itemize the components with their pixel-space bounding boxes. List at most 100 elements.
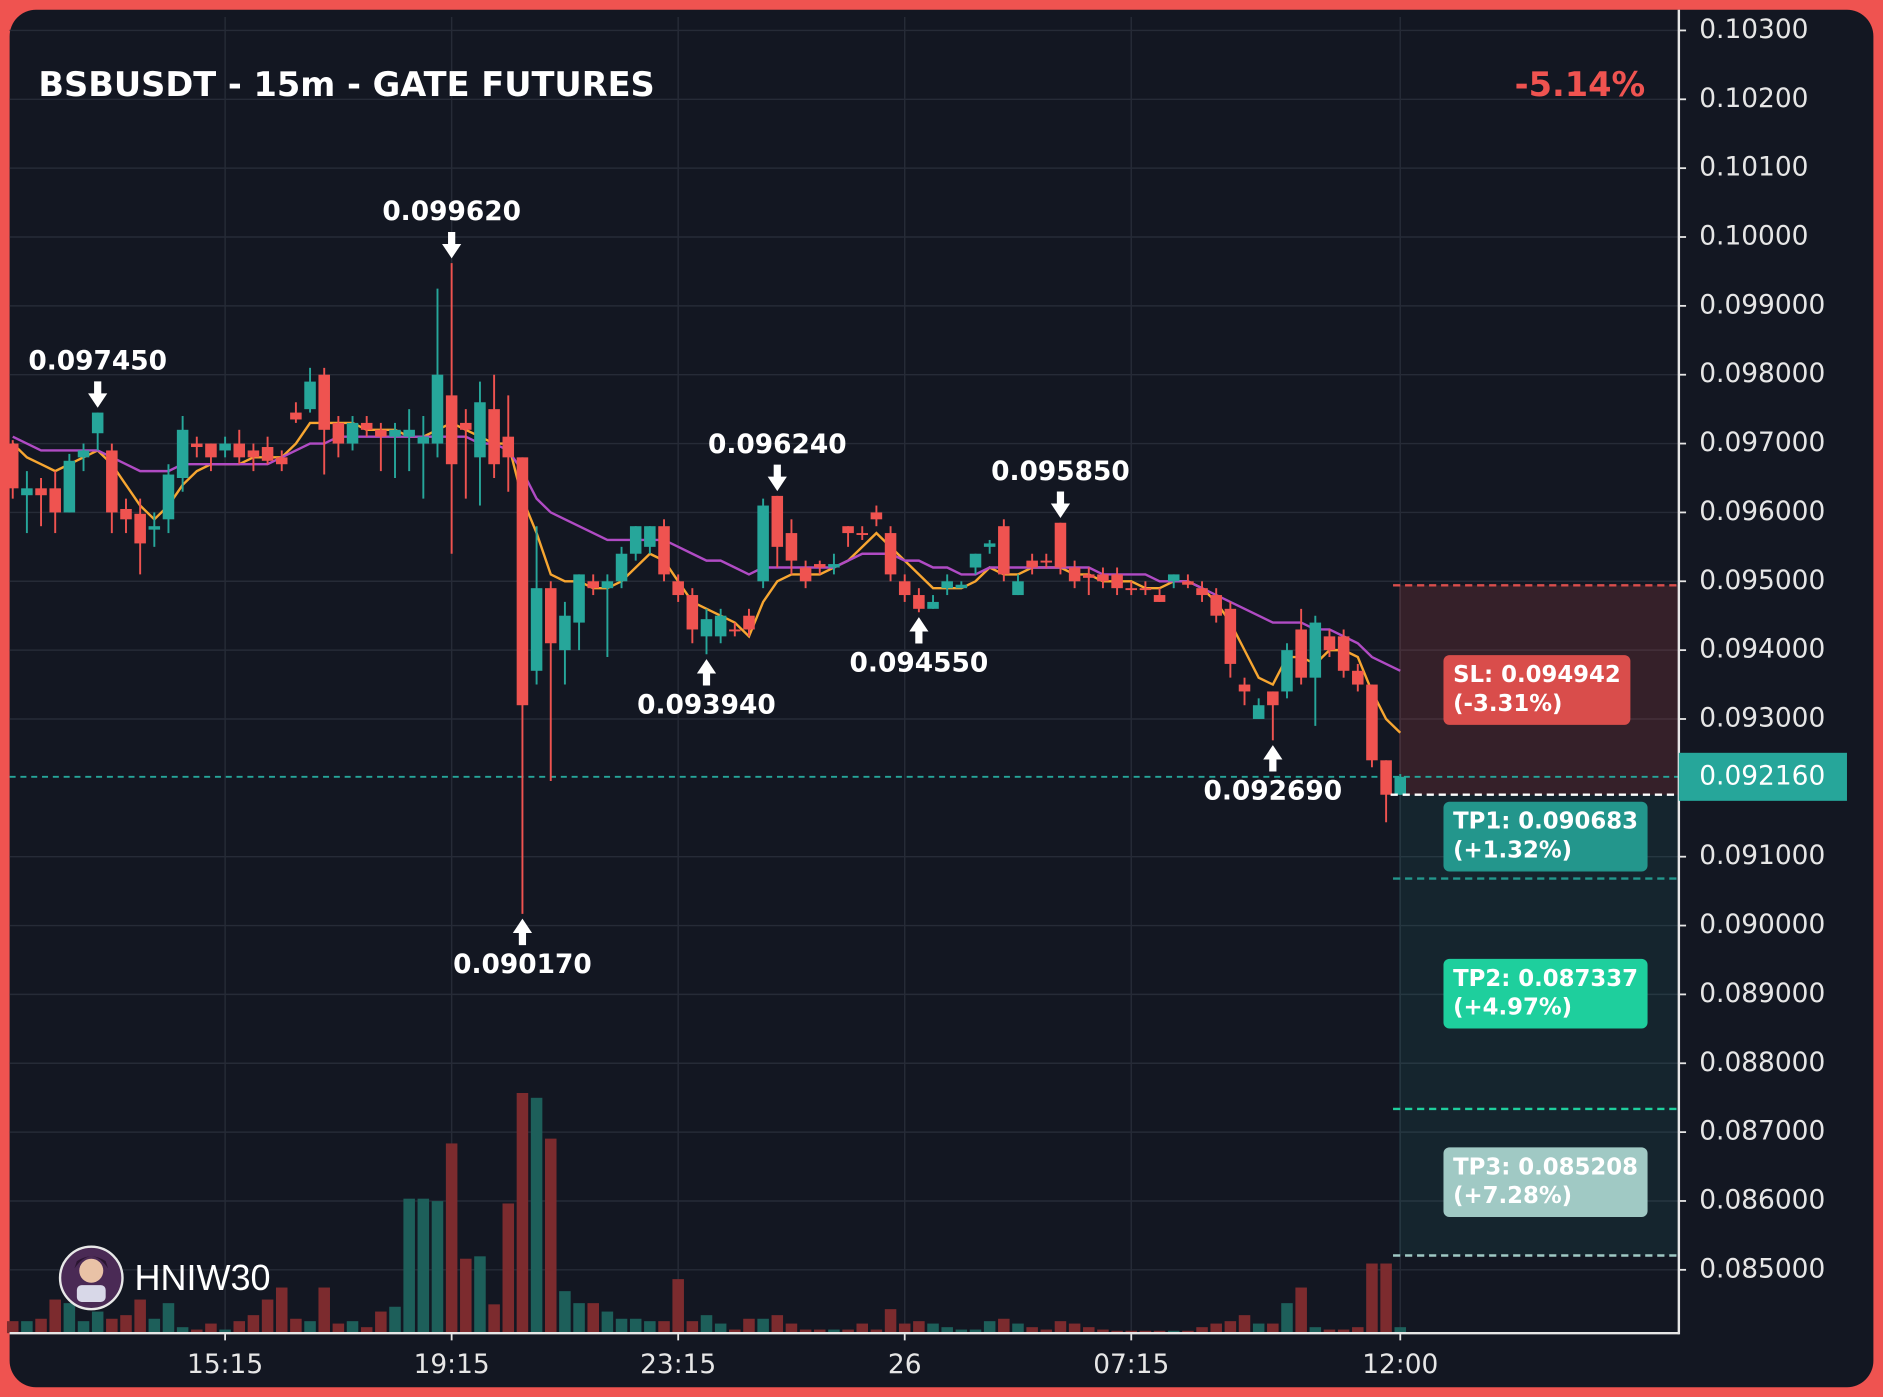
avatar-body [76,1285,106,1302]
volume-bar [1309,1327,1322,1334]
candle-body [1210,595,1222,616]
volume-bar [658,1321,670,1334]
volume-bar [1040,1329,1053,1334]
low-arrow [512,918,533,946]
volume-bar [191,1329,203,1334]
volume-bar [106,1318,118,1334]
candle-body [516,457,529,706]
y-tick-label: 0.097000 [1699,427,1825,458]
candle-body [1252,705,1265,719]
volume-bar [530,1097,543,1334]
candle-body [205,443,217,458]
volume-bar [445,1143,458,1334]
y-tick-label: 0.091000 [1699,840,1825,871]
candle-body [884,533,897,575]
candle-body [247,450,260,458]
candle-body [686,595,699,630]
candle-body [1267,691,1279,706]
volume-bar [913,1321,925,1334]
volume-bar [1210,1323,1222,1334]
volume-bar [403,1198,415,1334]
high-label: 0.097450 [28,346,167,377]
y-tick-label: 0.093000 [1699,702,1825,733]
volume-bar [743,1318,755,1334]
candle-body [1026,560,1038,568]
level-change: (+4.97%) [1453,995,1572,1021]
x-tick-label: 23:15 [640,1349,716,1380]
current-price-box [1678,752,1847,801]
volume-bar [587,1303,599,1334]
volume-bar [573,1303,585,1334]
candle-body [955,584,968,589]
volume-bar [431,1201,444,1334]
volume-bar [219,1329,231,1334]
current-price-label: 0.092160 [1699,760,1825,791]
volume-bar [275,1287,288,1334]
candle-body [21,488,33,496]
volume-bar [898,1323,911,1334]
volume-bar [998,1318,1010,1334]
x-tick-label: 12:00 [1362,1349,1438,1380]
volume-bar [77,1321,90,1334]
volume-bar [1267,1323,1279,1334]
candle-body [488,409,500,465]
volume-bar [544,1138,557,1334]
volume-bar [1083,1327,1095,1334]
candle-body [743,615,755,630]
candle-body [304,381,316,410]
high-arrow [88,381,108,408]
level-box [1443,655,1631,725]
candle-body [530,588,543,671]
volume-bar [927,1323,939,1334]
candle-body [1068,567,1081,582]
candle-body [1111,574,1123,589]
volume-bar [148,1318,161,1334]
volume-bar [785,1323,798,1334]
candle-body [346,422,359,444]
candle-body [1167,574,1180,582]
candle-body [1352,670,1364,685]
candle-body [233,443,246,458]
volume-bar [290,1318,302,1334]
level-box [1443,801,1648,872]
volume-bar [955,1329,968,1334]
candle-body [1380,760,1392,795]
level-label: SL: 0.094942 [1453,662,1621,688]
volume-bar [856,1323,869,1334]
candle-body [219,443,231,451]
volume-bar [771,1315,784,1334]
candle-body [700,619,713,637]
candle-body [445,395,458,465]
candle-body [1153,595,1166,602]
candle-body [332,422,345,444]
volume-bar [375,1311,387,1334]
level-label: TP2: 0.087337 [1453,966,1638,992]
candle-body [389,429,401,437]
candle-body [1040,560,1053,563]
y-tick-label: 0.10000 [1699,221,1808,252]
candle-body [757,505,769,582]
volume-bar [1394,1327,1407,1334]
avatar-face [79,1258,104,1283]
level-box [1443,958,1648,1029]
volume-bar [162,1303,175,1334]
volume-bar [205,1323,217,1334]
candle-body [969,553,982,568]
candle-body [1097,574,1109,582]
watermark-avatar [58,1245,124,1311]
volume-bar [1026,1327,1038,1334]
x-tick-label: 15:15 [187,1349,263,1380]
candle-body [1309,622,1322,678]
y-tick-label: 0.10200 [1699,83,1808,114]
high-label: 0.096240 [708,429,847,460]
low-arrow [909,617,929,644]
volume-bar [318,1287,330,1334]
volume-bar [474,1256,486,1334]
low-label: 0.090170 [453,949,592,980]
candle-body [1083,574,1095,578]
candle-body [601,581,614,589]
volume-bar [1337,1329,1350,1334]
volume-bar [729,1329,741,1334]
volume-bar [714,1323,727,1334]
candle-body [559,615,571,651]
